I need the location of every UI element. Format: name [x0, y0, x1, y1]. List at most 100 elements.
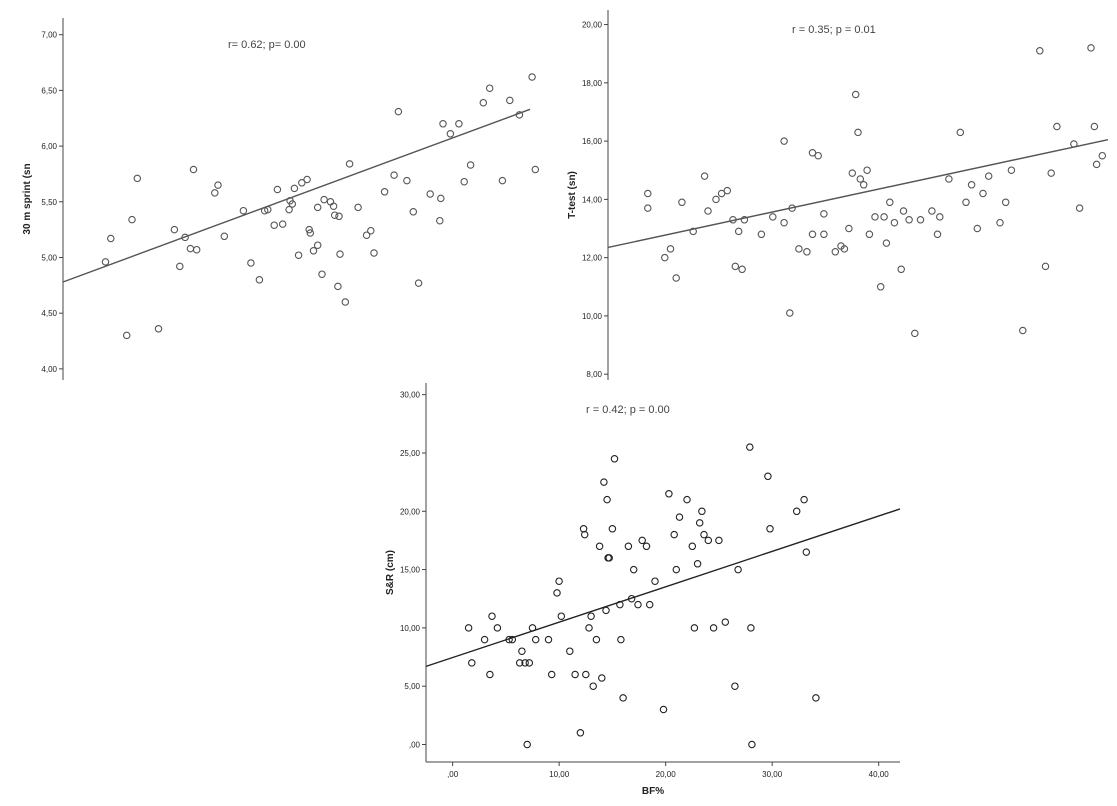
ttest-fit-line [607, 138, 1109, 249]
ttest-data-point [678, 198, 686, 207]
sprint-data-point [128, 215, 136, 224]
snr-data-point [634, 600, 642, 609]
ttest-data-point [933, 230, 942, 239]
sprint-data-point [294, 251, 303, 259]
snr-y-tick-label: 20,00 [400, 507, 421, 516]
sprint-data-point [335, 212, 343, 221]
ttest-data-point [717, 189, 726, 198]
snr-data-point [629, 565, 638, 574]
ttest-data-point [848, 169, 857, 177]
ttest-data-point [845, 224, 853, 233]
ttest-data-point [814, 151, 822, 160]
snr-data-point [595, 542, 604, 551]
sprint-y-tick-label: 7,00 [41, 31, 57, 40]
ttest-data-point [820, 210, 828, 218]
ttest-data-point [769, 213, 777, 221]
ttest-data-point [1053, 122, 1061, 131]
sprint-data-point [189, 165, 198, 174]
sprint-data-point [334, 282, 342, 291]
snr-data-point [748, 740, 756, 749]
ttest-data-point [723, 186, 732, 195]
snr-data-point [670, 530, 678, 539]
snr-data-point [587, 612, 595, 620]
snr-data-point [672, 565, 681, 574]
snr-data-point [746, 443, 754, 451]
ttest-data-point [661, 253, 669, 262]
sprint-data-point [192, 245, 201, 254]
sprint-data-point [531, 165, 540, 174]
snr-data-point [553, 589, 561, 597]
snr-y-axis-title: S&R (cm) [385, 550, 396, 595]
snr-data-point [557, 612, 566, 620]
snr-data-point [576, 729, 585, 737]
ttest-data-point [854, 128, 862, 137]
snr-data-point [812, 694, 820, 702]
sprint-data-point [170, 225, 179, 234]
snr-data-point [715, 536, 723, 545]
sprint-y-tick-label: 5,50 [41, 198, 57, 207]
snr-data-point [523, 740, 531, 749]
ttest-data-point [808, 149, 817, 157]
ttest-data-point [1041, 262, 1050, 271]
ttest-scatter-svg: 8,00 10,00 12,00 14,00 16,00 18,00 20,00 T-test… [567, 10, 1109, 380]
snr-data-point [645, 600, 654, 609]
snr-data-point [800, 495, 808, 504]
snr-data-point [585, 624, 593, 632]
sprint-data-point [247, 259, 255, 267]
ttest-data-point [1075, 204, 1084, 212]
snr-data-point [531, 635, 540, 644]
snr-data-point [544, 635, 553, 644]
ttest-data-point [996, 218, 1004, 227]
snr-y-tick-label: 5,00 [404, 682, 420, 691]
snr-data-point [802, 548, 811, 556]
ttest-data-point [820, 230, 828, 239]
sprint-data-point [290, 184, 299, 193]
snr-data-point [651, 577, 659, 585]
sprint-y-tick-label: 5,00 [41, 253, 57, 262]
snr-data-point [665, 490, 673, 498]
sprint-data-point [101, 258, 110, 266]
snr-data-point [624, 542, 633, 551]
ttest-data-point [1036, 47, 1044, 55]
ttest-data-point [738, 265, 746, 274]
snr-data-point [695, 519, 704, 527]
snr-x-tick-label: 30,00 [762, 770, 783, 779]
sprint-scatter-panel: 4,00 4,50 5,00 5,50 6,00 6,50 7,00 30 m sprint … [0, 0, 540, 390]
snr-data-point [675, 513, 684, 521]
snr-data-point [582, 670, 590, 679]
sprint-data-point [455, 120, 463, 128]
sprint-data-point [214, 181, 222, 189]
sprint-fit-line [62, 108, 531, 283]
sprint-data-point [298, 179, 306, 187]
sprint-data-point [270, 221, 278, 229]
ttest-data-point [757, 230, 766, 239]
ttest-data-point [1087, 44, 1095, 52]
ttest-data-point [1001, 198, 1010, 207]
ttest-data-point [928, 207, 936, 215]
ttest-data-point [1092, 160, 1101, 169]
ttest-data-point [859, 181, 868, 189]
sprint-correlation-annotation: r= 0.62; p= 0.00 [228, 39, 306, 51]
snr-data-point [610, 455, 619, 463]
ttest-data-point [945, 175, 953, 183]
ttest-data-point [882, 239, 891, 247]
ttest-data-point [740, 216, 749, 224]
ttest-data-point [731, 262, 740, 271]
sprint-data-point [437, 194, 445, 203]
sprint-data-point [466, 161, 475, 169]
ttest-data-point [780, 137, 788, 145]
ttest-data-point [704, 207, 712, 215]
sprint-data-point [220, 232, 229, 241]
ttest-data-point [786, 309, 794, 317]
ttest-data-point [890, 218, 899, 227]
sprint-data-point [107, 234, 115, 243]
sprint-data-point [414, 279, 423, 287]
ttest-data-point [689, 227, 697, 236]
snr-data-point [764, 472, 772, 481]
ttest-data-point [876, 283, 885, 291]
sprint-data-point [394, 107, 403, 116]
sprint-y-tick-label: 4,50 [41, 309, 57, 318]
sprint-data-point [313, 241, 322, 249]
snr-data-point [525, 659, 534, 667]
ttest-y-tick-label: 10,00 [582, 312, 603, 321]
